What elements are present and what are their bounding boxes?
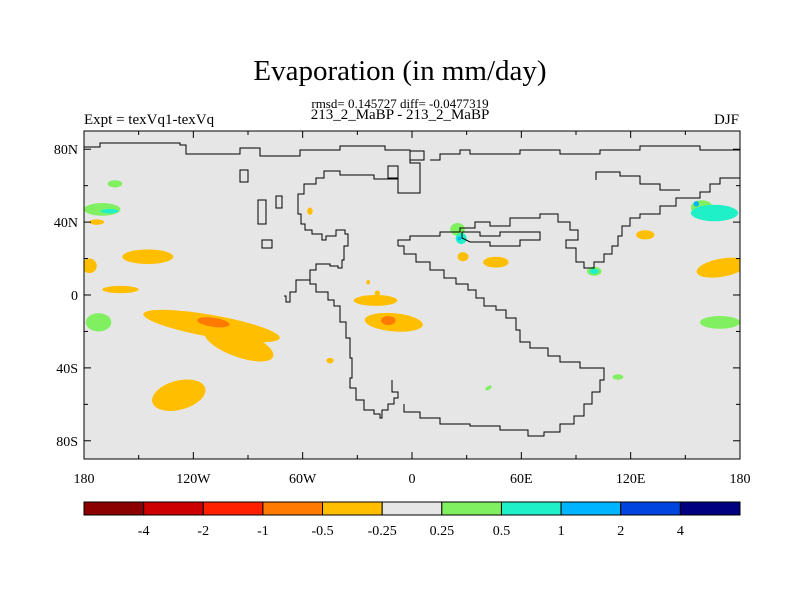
- colorbar-label-8: 2: [617, 524, 624, 539]
- contour-region-28: [100, 208, 119, 214]
- coastline-americas: [84, 142, 421, 303]
- y-tick-label-3: 40S: [56, 362, 78, 377]
- x-tick-label-4: 60E: [510, 472, 533, 487]
- coastline-islands: [239, 165, 399, 249]
- contour-region-2: [197, 317, 230, 328]
- contour-region-7: [353, 295, 398, 306]
- contour-region-20: [107, 180, 123, 188]
- contour-region-31: [690, 204, 739, 222]
- x-tick-label-3: 0: [409, 472, 416, 487]
- y-tick-label-2: 0: [71, 289, 78, 304]
- colorbar-box-10: [679, 501, 741, 516]
- colorbar-label-9: 4: [677, 524, 684, 539]
- coastline-caspian: [461, 231, 541, 247]
- contour-region-3: [152, 379, 206, 411]
- colorbar-box-9: [620, 501, 681, 516]
- contour-region-21: [85, 313, 112, 332]
- contour-region-13: [457, 252, 469, 262]
- colorbar-label-2: -1: [257, 524, 269, 539]
- colorbar-box-4: [322, 501, 383, 516]
- colorbar-label-3: -0.5: [311, 524, 333, 539]
- contour-region-1: [204, 326, 274, 362]
- y-tick-label-4: 80S: [56, 435, 78, 450]
- contour-region-32: [693, 201, 699, 207]
- contour-region-18: [326, 357, 334, 364]
- contour-region-12: [483, 256, 509, 268]
- colorbar-box-2: [202, 501, 264, 516]
- case-line: 213_2_MaBP - 213_2_MaBP: [310, 107, 490, 123]
- contour-region-15: [696, 257, 740, 278]
- x-tick-label-1: 120W: [176, 472, 211, 487]
- axes: 180 120W 60W 0 60E 120E 180 80N 40N 0 40S 80S: [54, 131, 751, 487]
- contour-region-5: [102, 285, 139, 294]
- stats-line: rmsd= 0.145727 diff= -0.0477319: [311, 96, 489, 111]
- coastlines: [84, 142, 740, 437]
- x-tick-label-6: 180: [730, 472, 751, 487]
- chart-title: Evaporation (in mm/day): [253, 55, 547, 87]
- colorbar-label-0: -4: [138, 524, 150, 539]
- contour-region-10: [374, 290, 381, 296]
- colorbar-label-4: -0.25: [368, 524, 397, 539]
- colorbar-label-7: 1: [558, 524, 565, 539]
- season-label: DJF: [713, 112, 739, 128]
- colorbar-label-5: 0.25: [430, 524, 455, 539]
- x-tick-label-2: 60W: [289, 472, 317, 487]
- coastline-east-asia: [595, 171, 680, 191]
- contour-region-24: [612, 374, 624, 380]
- contour-region-4: [122, 249, 174, 265]
- contour-region-23: [450, 223, 465, 236]
- coastline-eurasia: [409, 145, 740, 161]
- colorbar-label-1: -2: [197, 524, 209, 539]
- contour-region-11: [366, 280, 371, 285]
- colorbar-box-0: [83, 501, 145, 516]
- contour-region-29: [455, 233, 467, 244]
- colorbar-box-6: [441, 501, 502, 516]
- colorbar-box-1: [143, 501, 204, 516]
- contour-region-16: [84, 258, 97, 274]
- contour-region-17: [307, 207, 313, 215]
- contour-region-30: [589, 268, 599, 275]
- contour-region-19: [84, 202, 121, 216]
- colorbar-label-6: 0.5: [493, 524, 511, 539]
- y-tick-label-1: 40N: [54, 216, 78, 231]
- contour-region-9: [381, 315, 396, 326]
- coastline-africa-asia: [397, 177, 740, 269]
- contour-regions: [84, 180, 740, 411]
- contour-region-33: [457, 236, 462, 241]
- coastline-south-america: [300, 279, 399, 419]
- coastline-india-africa: [398, 245, 605, 437]
- colorbar: -4 -2 -1 -0.5 -0.25 0.25 0.5 1 2 4: [83, 501, 741, 539]
- contour-region-22: [699, 315, 740, 329]
- colorbar-box-8: [560, 501, 622, 516]
- contour-region-27: [485, 385, 492, 391]
- y-tick-label-0: 80N: [54, 143, 78, 158]
- colorbar-box-3: [262, 501, 324, 516]
- colorbar-box-5: [381, 501, 443, 516]
- plot-background: [84, 131, 740, 459]
- experiment-label: Expt = texVq1-texVq: [84, 112, 215, 128]
- x-tick-label-0: 180: [74, 472, 95, 487]
- contour-region-6: [89, 219, 105, 225]
- colorbar-box-7: [500, 501, 562, 516]
- contour-region-14: [636, 230, 655, 240]
- x-tick-label-5: 120E: [616, 472, 646, 487]
